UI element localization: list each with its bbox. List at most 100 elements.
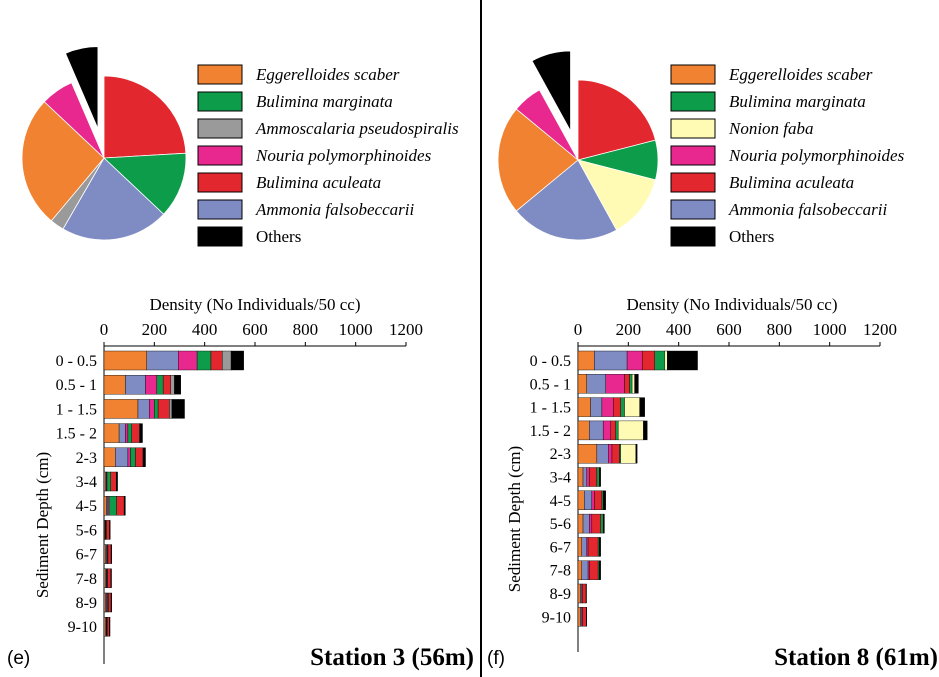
legend-swatch-ammonia-falsobeccarii xyxy=(670,199,716,220)
y-tick-label: 3-4 xyxy=(550,470,571,487)
x-tick-label: 400 xyxy=(666,320,692,339)
bar-segment-eggerelloides-scaber xyxy=(577,607,581,627)
y-tick-label: 0.5 - 1 xyxy=(56,377,97,394)
legend-swatch-ammonia-falsobeccarii xyxy=(197,199,243,220)
bar-segment-ammonia-falsobeccarii xyxy=(586,374,606,394)
bar-segment-others xyxy=(667,350,698,371)
bar-segment-others xyxy=(634,374,639,394)
bar-segment-nonion-faba xyxy=(620,444,637,464)
bar-segment-eggerelloides-scaber xyxy=(103,447,116,467)
legend-swatch-others xyxy=(197,226,243,247)
bar-segment-bulimina-aculeata xyxy=(110,471,117,492)
pie-slice-nouria-polymorphinoides xyxy=(43,82,105,159)
y-tick-label: 2-3 xyxy=(76,450,97,467)
bar-segment-ammonia-falsobeccarii xyxy=(590,397,603,417)
legend-label-others: Others xyxy=(256,227,301,246)
bar-segment-nouria-polymorphinoides xyxy=(602,420,611,441)
y-tick-label: 8-9 xyxy=(550,586,571,603)
bar-segment-bulimina-aculeata xyxy=(589,560,599,580)
y-tick-label: 9-10 xyxy=(68,619,97,636)
x-tick-label: 1200 xyxy=(389,320,423,339)
bar-segment-ammonia-falsobeccarii xyxy=(584,490,593,510)
bar-segment-others xyxy=(635,444,638,464)
bar-segment-others xyxy=(585,583,587,604)
bar-segment-bulimina-aculeata xyxy=(107,617,110,637)
pie-slice-ammonia-falsobeccarii xyxy=(62,157,165,241)
legend: Eggerelloides scaber Bulimina marginata Am… xyxy=(197,64,459,247)
bar-segment-bulimina-aculeata xyxy=(135,447,144,467)
x-tick-label: 1000 xyxy=(813,320,847,339)
bar-segment-nouria-polymorphinoides xyxy=(127,447,131,467)
bar-segment-nouria-polymorphinoides xyxy=(586,467,590,487)
bar-segment-nouria-polymorphinoides xyxy=(608,444,613,464)
pie-slice-bulimina-aculeata xyxy=(103,75,187,159)
bar-segment-nouria-polymorphinoides xyxy=(591,490,595,510)
bar-segment-bulimina-marginata xyxy=(600,513,604,534)
bar-segment-others xyxy=(230,350,244,371)
pie-chart xyxy=(21,46,187,241)
legend-label-bulimina-marginata: Bulimina marginata xyxy=(729,92,866,111)
bar-segment-ammonia-falsobeccarii xyxy=(582,513,590,534)
bar-segment-nouria-polymorphinoides xyxy=(601,397,614,417)
y-tick-label: 4-5 xyxy=(550,493,571,510)
y-tick-label: 1.5 - 2 xyxy=(56,426,97,443)
y-tick-label: 0 - 0.5 xyxy=(56,353,97,370)
y-axis-title: Sediment Depth (cm) xyxy=(33,452,52,598)
bar-segment-others xyxy=(599,560,601,580)
bar-segment-others xyxy=(109,617,111,637)
legend-label-nonion-faba: Nonion faba xyxy=(728,119,814,138)
bar-segment-others xyxy=(602,513,605,534)
bar-segment-bulimina-marginata xyxy=(156,375,164,395)
bar-segment-eggerelloides-scaber xyxy=(103,496,107,516)
bar-segment-eggerelloides-scaber xyxy=(577,374,588,394)
bar-segment-bulimina-aculeata xyxy=(624,374,630,394)
legend-label-bulimina-marginata: Bulimina marginata xyxy=(256,92,393,111)
bar-segment-bulimina-aculeata xyxy=(587,537,599,557)
y-tick-label: 9-10 xyxy=(542,609,571,626)
legend-swatch-bulimina-marginata xyxy=(197,91,243,112)
pie-slice-eggerelloides-scaber xyxy=(21,101,105,222)
legend-swatch-bulimina-marginata xyxy=(670,91,716,112)
y-tick-label: 5-6 xyxy=(550,516,571,533)
legend-label-nouria-polymorphinoides: Nouria polymorphinoides xyxy=(255,146,432,165)
y-axis-title: Sediment Depth (cm) xyxy=(505,446,524,592)
bar-segment-nonion-faba xyxy=(618,420,644,441)
x-tick-label: 200 xyxy=(616,320,642,339)
bar-segment-nonion-faba xyxy=(631,374,635,394)
bar-segment-others xyxy=(171,399,185,419)
x-tick-label: 1000 xyxy=(339,320,373,339)
y-tick-label: 0 - 0.5 xyxy=(530,353,571,370)
bar-segment-bulimina-aculeata xyxy=(591,513,601,534)
x-tick-label: 800 xyxy=(293,320,319,339)
bar-segment-bulimina-aculeata xyxy=(107,544,112,564)
legend-swatch-bulimina-aculeata xyxy=(197,172,243,193)
bar-segment-others xyxy=(139,423,143,443)
bar-segment-ammonia-falsobeccarii xyxy=(594,350,628,371)
bar-segment-ammonia-falsobeccarii xyxy=(596,444,609,464)
bar-segment-bulimina-aculeata xyxy=(582,607,587,627)
y-tick-label: 8-9 xyxy=(76,595,97,612)
chart-panel-e: Eggerelloides scaber Bulimina marginata Am… xyxy=(7,46,474,671)
bar-segment-ammoscalaria-pseudospiralis xyxy=(170,375,175,395)
pie-slice-ammonia-falsobeccarii xyxy=(515,159,618,241)
stacked-bars xyxy=(103,350,244,637)
bar-segment-ammonia-falsobeccarii xyxy=(581,537,588,557)
bar-segment-bulimina-aculeata xyxy=(582,583,587,604)
panel-letter: (e) xyxy=(7,648,30,669)
y-tick-label: 1 - 1.5 xyxy=(56,401,97,418)
pie-slice-others xyxy=(64,46,99,129)
pie-slice-others xyxy=(531,50,571,132)
x-axis-title: Density (No Individuals/50 cc) xyxy=(149,295,360,314)
bar-segment-others xyxy=(174,375,181,395)
bar-segment-bulimina-marginata xyxy=(620,397,625,417)
y-tick-label: 6-7 xyxy=(550,539,571,556)
bar-segment-nouria-polymorphinoides xyxy=(145,375,158,395)
bar-segment-ammonia-falsobeccarii xyxy=(581,560,589,580)
legend-swatch-nouria-polymorphinoides xyxy=(670,145,716,166)
bar-segment-nouria-polymorphinoides xyxy=(178,350,198,371)
bar-segment-nouria-polymorphinoides xyxy=(589,513,593,534)
legend: Eggerelloides scaber Bulimina marginata No… xyxy=(670,64,905,247)
y-tick-label: 1.5 - 2 xyxy=(530,423,571,440)
bar-segment-eggerelloides-scaber xyxy=(577,420,590,441)
